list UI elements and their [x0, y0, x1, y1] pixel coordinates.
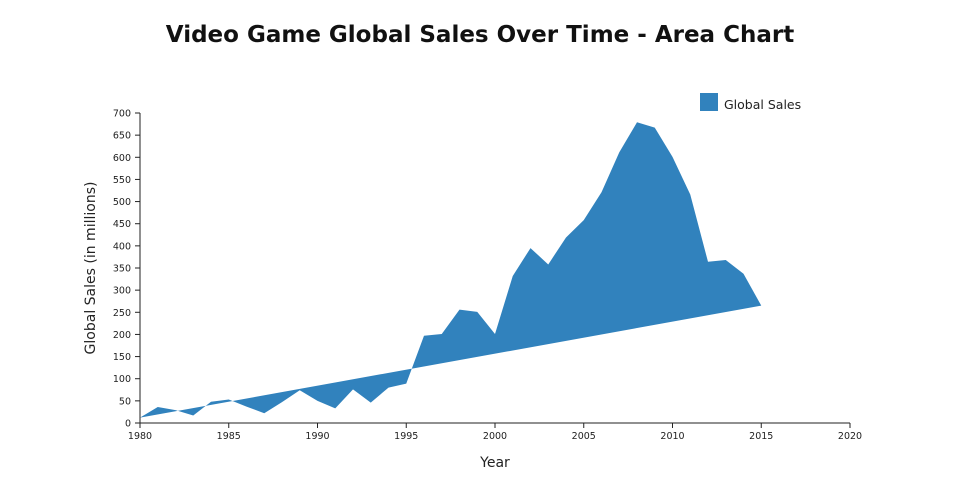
- y-tick-label: 200: [113, 330, 131, 341]
- y-tick-label: 50: [119, 396, 131, 407]
- y-tick-label: 600: [113, 153, 131, 164]
- x-tick-label: 2005: [572, 431, 596, 442]
- plot-area: [140, 122, 762, 418]
- y-tick-label: 100: [113, 374, 131, 385]
- y-tick-label: 250: [113, 308, 131, 319]
- y-tick-label: 150: [113, 352, 131, 363]
- legend: Global Sales: [700, 93, 801, 112]
- y-axis-title: Global Sales (in millions): [83, 182, 99, 355]
- x-tick-label: 1985: [217, 431, 241, 442]
- y-tick-label: 700: [113, 109, 131, 120]
- axes: 1980 1985 1990 1995 2000 2005 2010 2015 2020 0 50…: [113, 109, 862, 443]
- y-tick-label: 650: [113, 131, 131, 142]
- x-tick-label: 2015: [749, 431, 773, 442]
- y-tick-label: 400: [113, 241, 131, 252]
- area-series-0: [140, 122, 762, 418]
- y-tick-label: 550: [113, 175, 131, 186]
- y-axis-ticks: 0 50 100 150 200 250 300 350 400 450 500 550 600 650 7…: [113, 109, 140, 430]
- chart-title: Video Game Global Sales Over Time - Area…: [165, 22, 795, 48]
- x-tick-label: 2020: [838, 431, 862, 442]
- x-tick-label: 2010: [660, 431, 684, 442]
- x-tick-label: 1995: [394, 431, 418, 442]
- legend-label-global-sales: Global Sales: [724, 97, 801, 112]
- x-tick-label: 2000: [483, 431, 507, 442]
- x-axis-title: Year: [479, 455, 510, 471]
- legend-swatch-global-sales: [700, 93, 718, 111]
- x-tick-label: 1980: [128, 431, 152, 442]
- y-tick-label: 450: [113, 219, 131, 230]
- y-tick-label: 300: [113, 286, 131, 297]
- x-tick-label: 1990: [305, 431, 329, 442]
- y-tick-label: 500: [113, 197, 131, 208]
- x-axis-ticks: 1980 1985 1990 1995 2000 2005 2010 2015 2020: [128, 423, 862, 442]
- y-tick-label: 0: [125, 419, 131, 430]
- y-tick-label: 350: [113, 264, 131, 275]
